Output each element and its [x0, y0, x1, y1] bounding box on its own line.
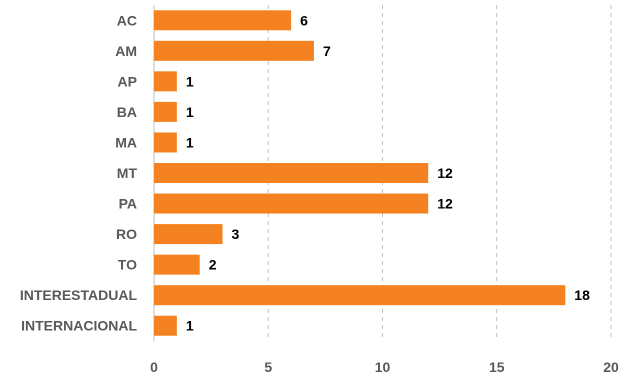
bar-ac	[154, 10, 292, 31]
category-label-am: AM	[115, 43, 137, 59]
bar-internacional	[154, 315, 177, 336]
category-label-internacional: INTERNACIONAL	[21, 318, 137, 334]
bar-am	[154, 40, 314, 61]
bar-mt	[154, 163, 429, 183]
bar-pa	[154, 193, 429, 214]
data-label-pa: 12	[437, 196, 453, 212]
category-label-mt: MT	[117, 165, 138, 181]
x-tick-label-20: 20	[603, 359, 619, 375]
data-label-ac: 6	[300, 12, 308, 28]
data-label-ma: 1	[186, 134, 194, 150]
x-tick-label-10: 10	[375, 359, 391, 375]
data-label-interestadual: 18	[574, 287, 590, 303]
bar-ma	[154, 132, 177, 153]
data-label-am: 7	[323, 43, 331, 59]
bar-to	[154, 254, 200, 275]
data-label-ap: 1	[186, 73, 194, 89]
category-label-ac: AC	[117, 12, 137, 28]
category-label-interestadual: INTERESTADUAL	[20, 287, 138, 303]
bars	[154, 10, 566, 336]
bar-ro	[154, 224, 223, 245]
x-axis-tick-labels: 0 5 10 15 20	[150, 359, 619, 375]
category-labels: AC AM AP BA MA MT PA RO TO INTERESTADUAL INTERNACI…	[20, 12, 138, 333]
data-label-internacional: 1	[186, 318, 194, 334]
bar-interestadual	[154, 285, 566, 306]
data-label-to: 2	[209, 257, 217, 273]
data-label-ro: 3	[232, 226, 240, 242]
category-label-ma: MA	[115, 134, 137, 150]
category-label-to: TO	[118, 257, 137, 273]
bar-ap	[154, 71, 177, 92]
category-label-ba: BA	[117, 104, 137, 120]
x-tick-label-15: 15	[489, 359, 505, 375]
category-label-ro: RO	[116, 226, 137, 242]
category-label-ap: AP	[118, 73, 137, 89]
x-tick-label-0: 0	[150, 359, 158, 375]
data-label-ba: 1	[186, 104, 194, 120]
data-label-mt: 12	[437, 165, 453, 181]
bar-ba	[154, 101, 177, 122]
category-label-pa: PA	[119, 196, 137, 212]
data-labels: 67 1 1 1 12 12 32 18 1	[186, 12, 590, 333]
x-tick-label-5: 5	[264, 359, 272, 375]
